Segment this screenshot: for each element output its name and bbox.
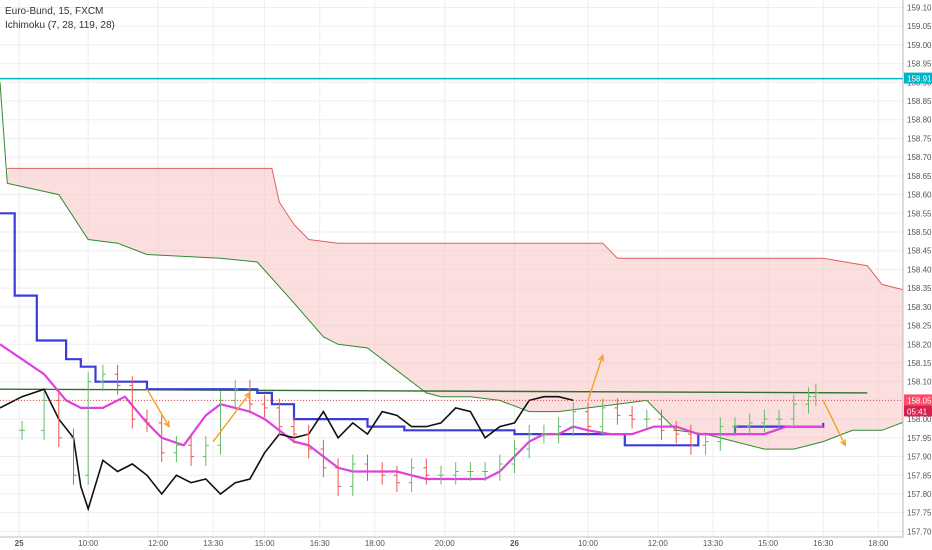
price-tick-label: 158.95 [907,60,932,69]
price-tick-label: 158.60 [907,191,932,200]
price-tick-label: 157.95 [907,434,932,443]
price-tick-label: 159.05 [907,22,932,31]
series-lines [0,82,932,512]
price-tick-label: 159.00 [907,41,932,50]
time-tick-label: 16:30 [310,539,331,548]
time-tick-label: 26 [510,539,519,548]
symbol-legend[interactable]: Euro-Bund, 15, FXCM [5,6,104,17]
ichimoku-cloud [7,168,932,450]
trend-arrow-head [244,391,251,399]
time-tick-label: 20:00 [435,539,456,548]
span-b-line [7,167,932,293]
price-bars [19,364,819,496]
bar-countdown-badge: 05:41 [907,407,928,416]
trend-arrow-head [598,353,605,362]
price-tick-label: 157.70 [907,527,932,536]
price-tick-label: 157.90 [907,453,932,462]
bar-countdown-badge-bg [904,405,932,417]
span-a-line [0,82,932,450]
price-tick-label: 159.10 [907,3,932,12]
price-tick-label: 158.50 [907,228,932,237]
price-tick-label: 158.55 [907,209,932,218]
cloud-fill [7,168,932,450]
indicator-legend[interactable]: Ichimoku (7, 28, 119, 28) [5,20,115,31]
time-tick-label: 18:00 [868,539,889,548]
time-tick-label: 12:00 [148,539,169,548]
alert-price-badge: 158.91 [907,75,932,84]
price-tick-label: 157.85 [907,471,932,480]
base-line [0,212,825,447]
price-tick-label: 158.70 [907,153,932,162]
price-tick-label: 158.10 [907,378,932,387]
trend-arrow-head [840,439,846,447]
conversion-line [0,343,824,481]
price-tick-label: 157.75 [907,509,932,518]
trend-arrow [146,388,170,427]
time-tick-label: 13:30 [203,539,224,548]
last-price-badge-bg [904,394,932,406]
alert-price-badge-bg [904,72,932,84]
price-tick-label: 158.75 [907,134,932,143]
time-tick-label: 10:00 [78,539,99,548]
time-tick-label: 25 [15,539,24,548]
price-tick-label: 158.30 [907,303,932,312]
price-tick-label: 157.80 [907,490,932,499]
time-tick-label: 10:00 [578,539,599,548]
price-tick-label: 158.15 [907,359,932,368]
lagging-span-line [0,388,574,512]
time-tick-label: 18:00 [365,539,386,548]
price-tick-label: 158.80 [907,116,932,125]
horizontal-level-line [0,388,868,394]
price-tick-label: 158.25 [907,322,932,331]
price-tick-label: 158.35 [907,284,932,293]
price-tick-label: 158.85 [907,97,932,106]
trend-arrow [212,392,251,442]
trend-arrow [822,400,846,446]
price-tick-label: 158.00 [907,415,932,424]
price-tick-label: 158.20 [907,340,932,349]
trend-arrow-head [163,420,170,428]
price-tick-label: 158.65 [907,172,932,181]
time-tick-label: 15:00 [758,539,779,548]
trend-arrow [587,355,604,401]
last-price-badge: 158.05 [907,396,932,405]
price-tick-label: 158.45 [907,247,932,256]
time-tick-label: 15:00 [255,539,276,548]
annotations[interactable] [0,77,903,447]
price-axis-background [903,0,932,550]
time-tick-label: 13:30 [703,539,724,548]
time-tick-label: 12:00 [648,539,669,548]
price-tick-label: 158.40 [907,265,932,274]
time-tick-label: 16:30 [813,539,834,548]
